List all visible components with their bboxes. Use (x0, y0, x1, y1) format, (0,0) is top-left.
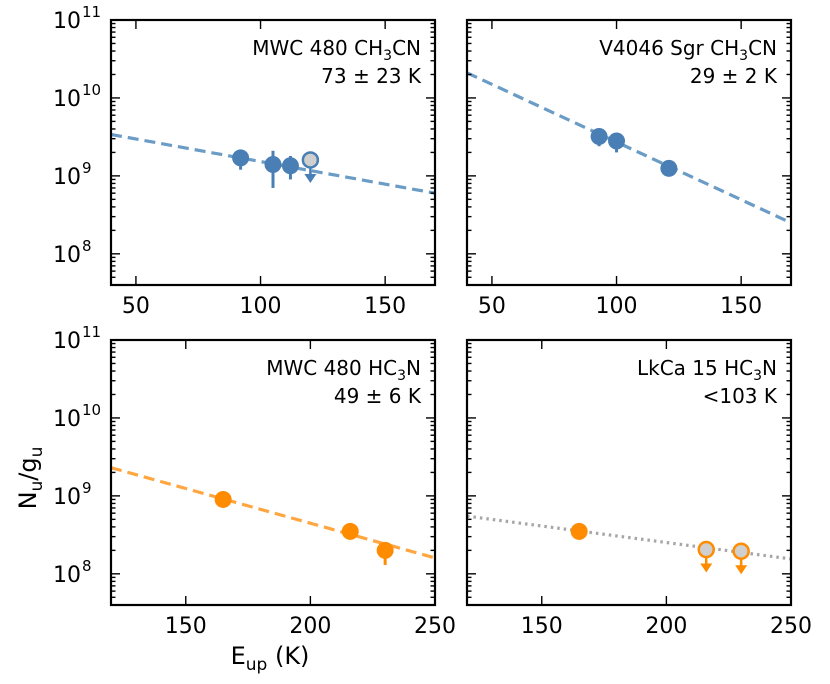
data-point (660, 159, 678, 177)
data-point (376, 541, 394, 559)
x-tick-label: 50 (478, 294, 506, 319)
data-point (590, 128, 608, 146)
data-point (341, 522, 359, 540)
panel-title-subscript: 3 (397, 368, 406, 384)
y-tick-label: 10 (53, 9, 81, 34)
data-point (214, 490, 232, 508)
panel-temperature-label: <103 K (703, 384, 778, 408)
y-tick-label-exponent: 9 (82, 479, 92, 497)
x-tick-label: 100 (596, 294, 638, 319)
panel-title-line1: MWC 480 CH3CN (252, 36, 421, 64)
x-tick-label: 200 (289, 614, 331, 639)
panel-title-line1: MWC 480 HC3N (266, 356, 421, 384)
upper-limit-arrow (735, 565, 748, 575)
panel-title-text: LkCa 15 HC (637, 356, 753, 380)
y-axis-label: Nu/gu (14, 447, 47, 510)
x-tick-label: 250 (770, 614, 812, 639)
panel-title-text: N (762, 356, 777, 380)
panel-title-subscript: 3 (383, 48, 392, 64)
x-tick-label: 150 (165, 614, 207, 639)
y-tick-label-exponent: 9 (82, 159, 92, 177)
y-tick-label: 10 (53, 87, 81, 112)
x-tick-label: 150 (364, 294, 406, 319)
data-point (264, 155, 282, 173)
y-tick-label: 10 (53, 563, 81, 588)
y-tick-label: 10 (53, 329, 81, 354)
panel-title-text: MWC 480 CH (252, 36, 383, 60)
y-tick-label: 10 (53, 485, 81, 510)
fit-line (467, 514, 791, 561)
x-tick-label: 150 (521, 614, 563, 639)
panel-title-text: CN (392, 36, 421, 60)
x-tick-label: 150 (720, 294, 762, 319)
panel-title-line1: LkCa 15 HC3N (637, 356, 777, 384)
y-tick-label-exponent: 11 (82, 323, 101, 341)
panel-title-subscript: 3 (739, 48, 748, 64)
data-point (232, 149, 250, 167)
y-tick-label: 10 (53, 407, 81, 432)
panel-title-text: CN (748, 36, 777, 60)
y-tick-label: 10 (53, 165, 81, 190)
upper-limit-point (697, 540, 716, 559)
fit-line (111, 466, 435, 560)
x-tick-label: 50 (122, 294, 150, 319)
y-tick-label-exponent: 11 (82, 3, 101, 21)
x-tick-label: 200 (645, 614, 687, 639)
panel-title-line1: V4046 Sgr CH3CN (599, 36, 777, 64)
panel-title-text: V4046 Sgr CH (599, 36, 739, 60)
y-tick-label: 10 (53, 243, 81, 268)
y-tick-label-exponent: 10 (82, 81, 101, 99)
upper-limit-point (732, 542, 750, 560)
data-point (570, 522, 588, 540)
x-tick-label: 100 (240, 294, 282, 319)
panel-temperature-label: 29 ± 2 K (690, 64, 778, 88)
data-point (608, 132, 626, 150)
upper-limit-point (301, 151, 320, 169)
x-axis-label: Eup (K) (231, 642, 310, 675)
y-tick-label-exponent: 8 (82, 557, 92, 575)
y-tick-label-exponent: 10 (82, 401, 101, 419)
upper-limit-arrow (700, 563, 713, 573)
panel-title-text: N (406, 356, 421, 380)
panel-temperature-label: 73 ± 23 K (321, 64, 422, 88)
panel-title-subscript: 3 (753, 368, 762, 384)
x-tick-label: 250 (414, 614, 456, 639)
panel-temperature-label: 49 ± 6 K (334, 384, 422, 408)
fit-line (111, 132, 435, 195)
data-point (281, 157, 299, 175)
upper-limit-arrow (304, 173, 317, 183)
fit-line (467, 71, 791, 225)
y-tick-label-exponent: 8 (82, 237, 92, 255)
panel-title-text: MWC 480 HC (266, 356, 397, 380)
